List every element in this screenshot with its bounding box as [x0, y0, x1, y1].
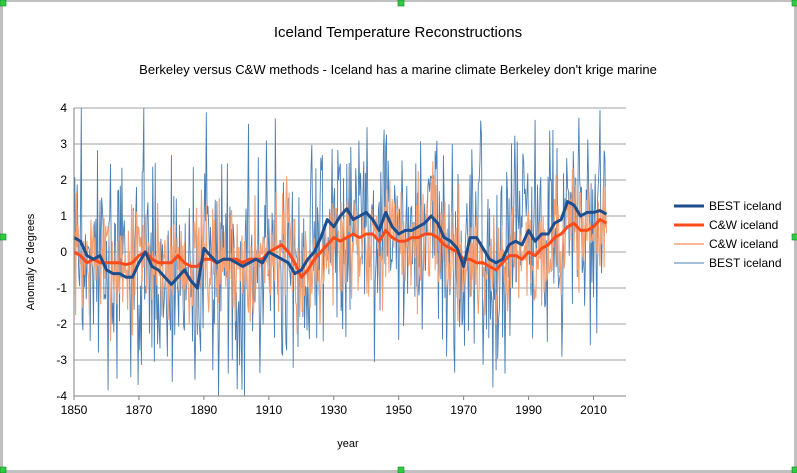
resize-handle[interactable]	[397, 466, 405, 473]
x-tick-label: 1910	[255, 403, 282, 417]
x-tick-label: 1950	[385, 403, 412, 417]
resize-handle[interactable]	[0, 466, 7, 473]
legend-label: BEST iceland	[709, 256, 782, 270]
resize-handle[interactable]	[791, 0, 797, 7]
x-tick-label: 1970	[450, 403, 477, 417]
y-tick-label: 0	[60, 245, 67, 259]
y-tick-labels: -4 -3 -2 -1 0 1 2 3 4	[56, 101, 67, 403]
resize-handle[interactable]	[0, 233, 7, 241]
legend-label: BEST iceland	[709, 199, 782, 213]
resize-handle[interactable]	[0, 0, 7, 7]
x-tick-label: 1930	[320, 403, 347, 417]
x-tick-label: 1890	[191, 403, 218, 417]
legend-label: C&W iceland	[709, 237, 778, 251]
resize-handle[interactable]	[791, 466, 797, 473]
resize-handle[interactable]	[791, 233, 797, 241]
series-line-c-w-icelandannual	[73, 161, 608, 342]
chart-subtitle: Berkeley versus C&W methods - Iceland ha…	[139, 62, 657, 77]
plot-area	[73, 107, 608, 397]
x-tick-label: 2010	[580, 403, 607, 417]
x-tick-label: 1870	[126, 403, 153, 417]
x-tick-label: 1850	[61, 403, 88, 417]
y-tick-label: -2	[56, 317, 67, 331]
series-line-best-icelandsmoothed	[73, 200, 608, 290]
y-tick-label: 2	[60, 173, 67, 187]
x-tick-labels: 1850 1870 1890 1910 1930 1950 1970 1990 2010	[61, 403, 608, 417]
y-tick-label: 4	[60, 101, 67, 115]
y-tick-label: -3	[56, 353, 67, 367]
axes	[73, 108, 626, 400]
x-tick-label: 1990	[515, 403, 542, 417]
series-line-c-w-icelandsmoothed	[73, 218, 608, 279]
y-tick-label: -1	[56, 281, 67, 295]
y-axis-label: Anomaly C degrees	[25, 213, 37, 310]
y-tick-label: 3	[60, 137, 67, 151]
y-tick-label: -4	[56, 389, 67, 403]
resize-handle[interactable]	[397, 0, 405, 7]
legend: BEST iceland C&W iceland C&W iceland BEST i…	[674, 199, 782, 270]
y-tick-label: 1	[60, 209, 67, 223]
chart-title: Iceland Temperature Reconstructions	[274, 24, 522, 41]
x-axis-label: year	[337, 438, 359, 450]
legend-label: C&W iceland	[709, 218, 778, 232]
